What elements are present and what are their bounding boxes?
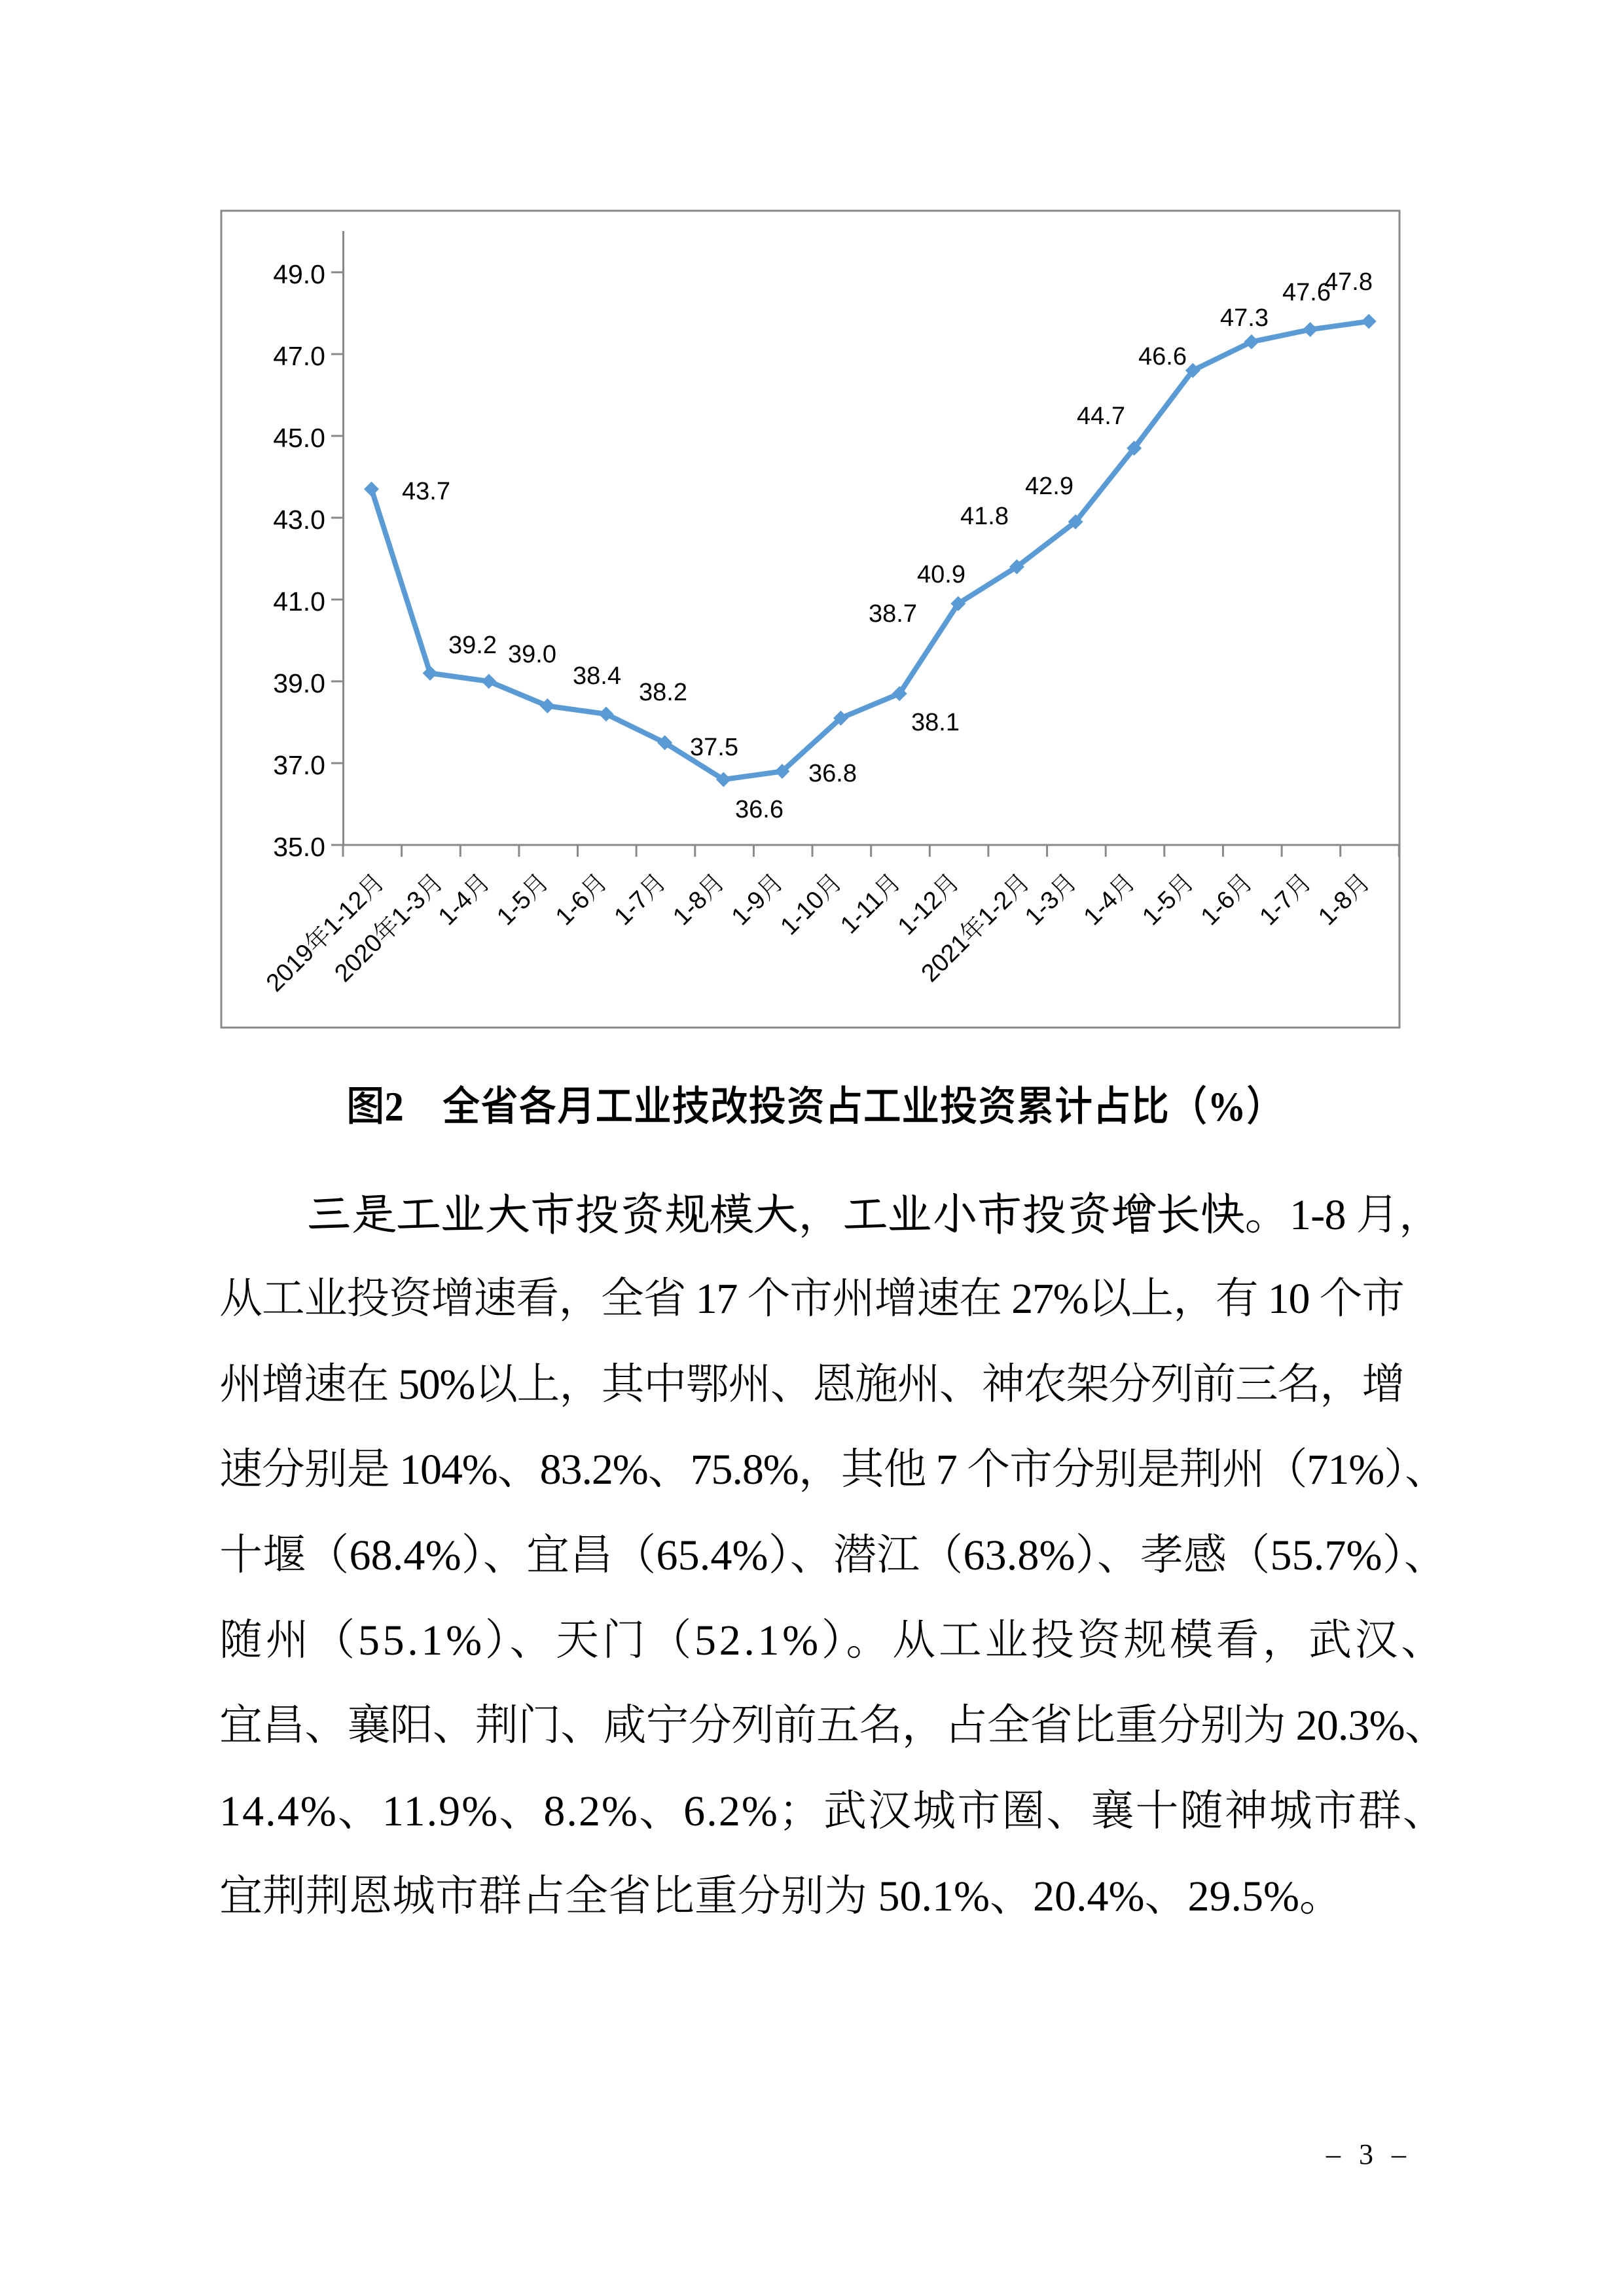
svg-text:39.0: 39.0 — [273, 668, 325, 698]
svg-text:49.0: 49.0 — [273, 259, 325, 289]
svg-text:47.8: 47.8 — [1324, 268, 1373, 296]
svg-text:45.0: 45.0 — [273, 423, 325, 453]
svg-text:36.6: 36.6 — [735, 796, 784, 823]
svg-text:47.0: 47.0 — [273, 341, 325, 371]
svg-text:38.2: 38.2 — [639, 679, 687, 706]
svg-text:37.5: 37.5 — [690, 734, 738, 761]
svg-text:37.0: 37.0 — [273, 750, 325, 780]
svg-text:43.7: 43.7 — [402, 478, 450, 505]
svg-text:39.0: 39.0 — [508, 641, 556, 668]
svg-text:46.6: 46.6 — [1138, 343, 1187, 370]
svg-text:44.7: 44.7 — [1077, 403, 1125, 430]
svg-text:47.6: 47.6 — [1282, 279, 1331, 306]
svg-text:36.8: 36.8 — [808, 760, 857, 787]
svg-text:43.0: 43.0 — [273, 505, 325, 535]
svg-text:41.0: 41.0 — [273, 586, 325, 617]
svg-text:40.9: 40.9 — [917, 561, 965, 588]
svg-text:42.9: 42.9 — [1025, 473, 1074, 500]
svg-text:38.1: 38.1 — [911, 709, 960, 736]
svg-text:41.8: 41.8 — [960, 503, 1009, 530]
svg-text:47.3: 47.3 — [1220, 304, 1269, 332]
svg-text:39.2: 39.2 — [448, 632, 497, 659]
svg-text:38.7: 38.7 — [869, 600, 917, 628]
svg-text:38.4: 38.4 — [573, 662, 621, 690]
svg-text:35.0: 35.0 — [273, 832, 325, 862]
